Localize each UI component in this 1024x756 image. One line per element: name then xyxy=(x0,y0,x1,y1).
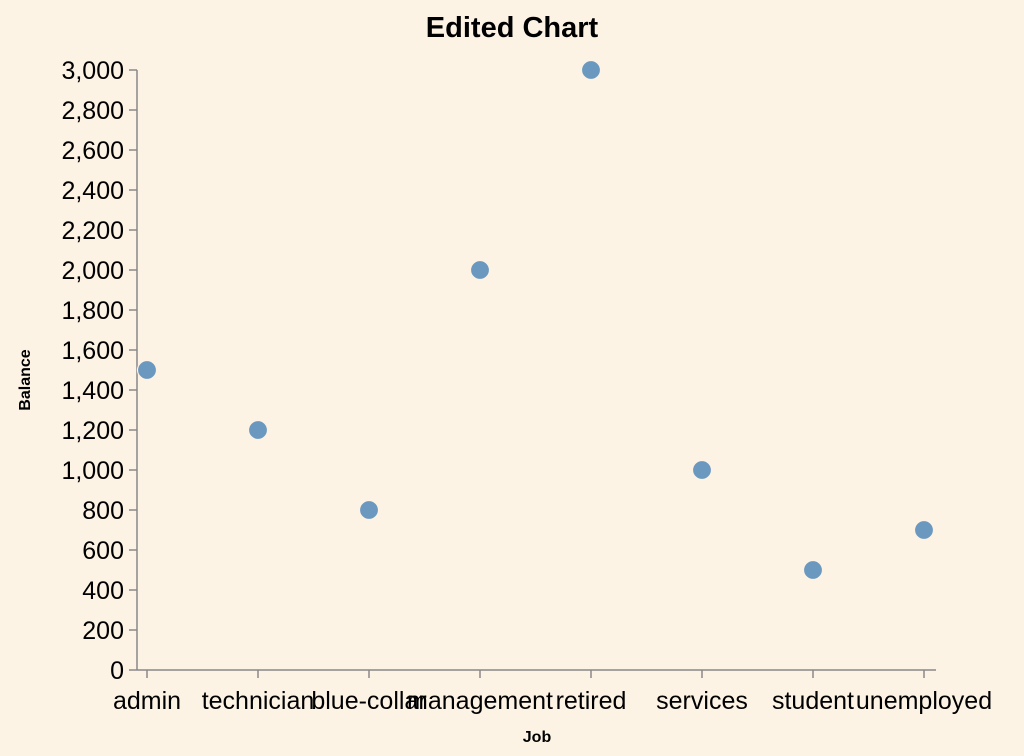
y-tick-label: 400 xyxy=(82,577,124,605)
data-point xyxy=(358,499,380,521)
x-axis-title: Job xyxy=(523,729,552,746)
y-tick-label: 1,000 xyxy=(61,457,124,485)
chart-title: Edited Chart xyxy=(426,12,599,44)
y-axis-title: Balance xyxy=(17,349,34,410)
y-tick-label: 800 xyxy=(82,497,124,525)
y-tick-label: 2,000 xyxy=(61,257,124,285)
y-tick-label: 200 xyxy=(82,617,124,645)
x-tick-label: services xyxy=(656,687,748,715)
x-tick-label: retired xyxy=(556,687,627,715)
x-tick-label: blue-collar xyxy=(311,687,426,715)
y-tick-label: 2,200 xyxy=(61,217,124,245)
x-tick-label: management xyxy=(407,687,553,715)
y-axis: 0 200 400 600 800 1,000 1,200 1,400 1,600 1,800 2,… xyxy=(61,57,138,685)
x-tick-label: technician xyxy=(202,687,315,715)
data-point xyxy=(802,559,824,581)
y-tick-label: 600 xyxy=(82,537,124,565)
data-point xyxy=(580,59,602,81)
y-tick-label: 1,600 xyxy=(61,337,124,365)
data-point xyxy=(469,259,491,281)
x-tick-label: student xyxy=(772,687,854,715)
x-tick-label: admin xyxy=(113,687,181,715)
y-tick-label: 1,400 xyxy=(61,377,124,405)
y-tick-label: 1,200 xyxy=(61,417,124,445)
x-tick-label: unemployed xyxy=(856,687,992,715)
data-points xyxy=(136,59,935,581)
y-tick-label: 1,800 xyxy=(61,297,124,325)
y-tick-label: 2,400 xyxy=(61,177,124,205)
y-tick-label: 2,800 xyxy=(61,97,124,125)
data-point xyxy=(247,419,269,441)
data-point xyxy=(136,359,158,381)
y-tick-label: 2,600 xyxy=(61,137,124,165)
data-point xyxy=(691,459,713,481)
y-tick-label: 3,000 xyxy=(61,57,124,85)
y-tick-label: 0 xyxy=(110,657,124,685)
data-point xyxy=(913,519,935,541)
